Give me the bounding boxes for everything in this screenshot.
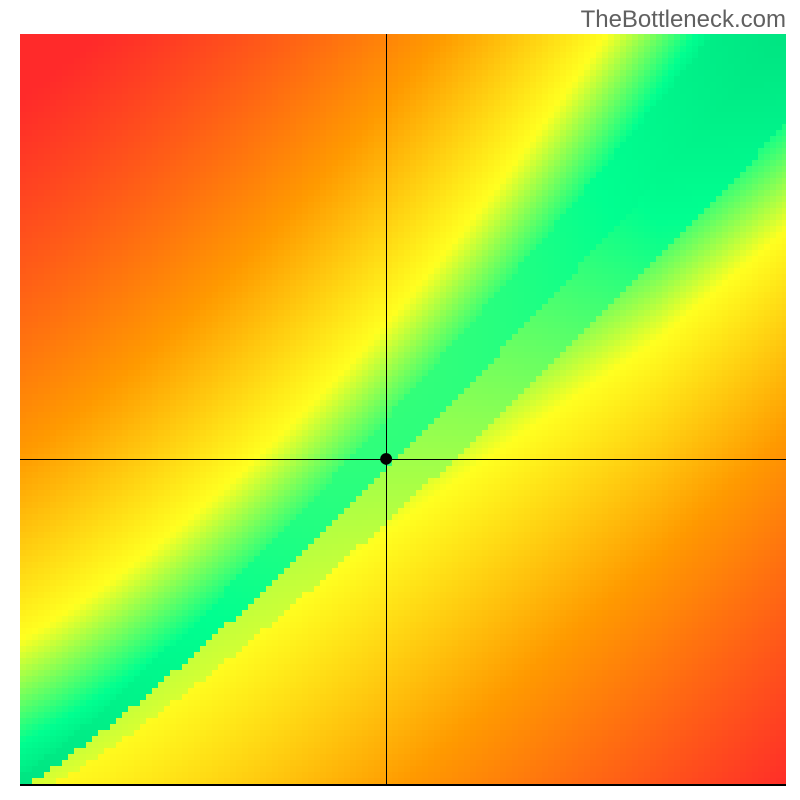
watermark-text: TheBottleneck.com (581, 6, 786, 34)
crosshair-overlay (0, 0, 800, 800)
chart-container: TheBottleneck.com (0, 0, 800, 800)
